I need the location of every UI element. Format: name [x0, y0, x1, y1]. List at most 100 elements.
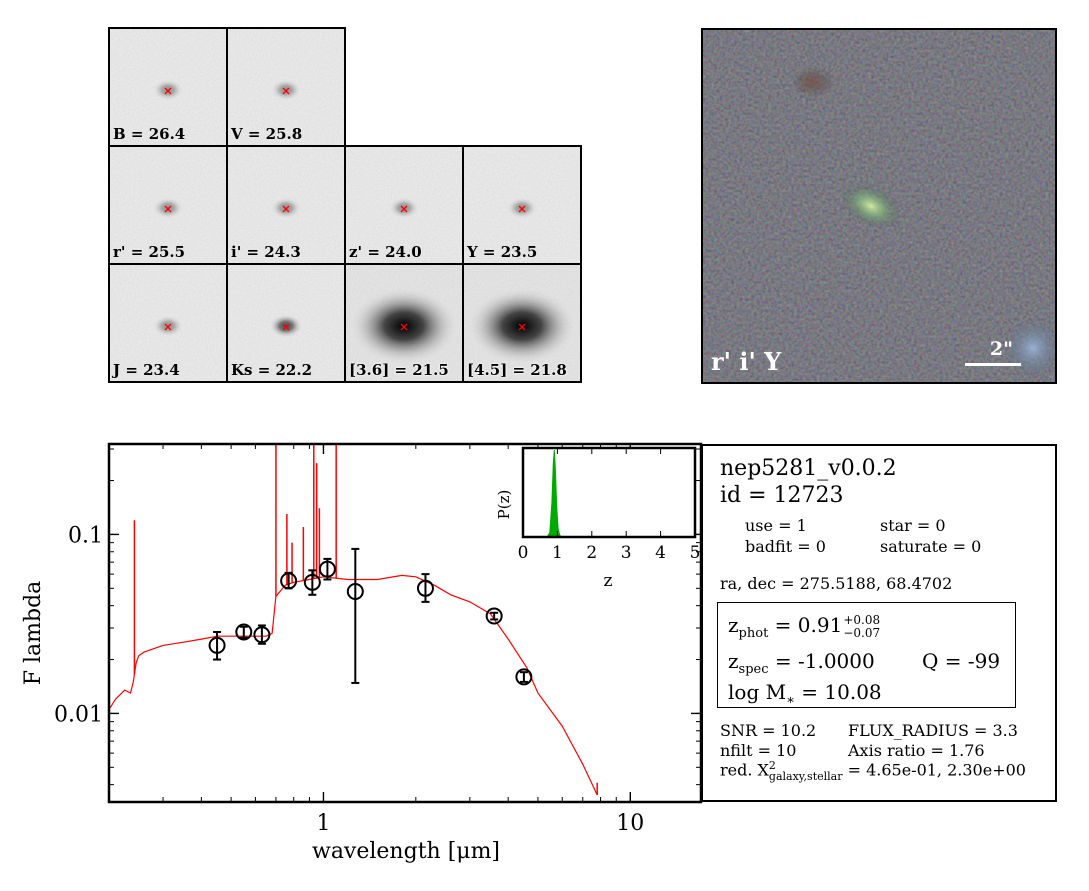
catalog-name: nep5281_v0.0.2	[720, 456, 897, 481]
pz-inset-chart: 0 1 2 3 4 5 z P(z)	[495, 446, 701, 590]
chi-values: = 4.65e-01, 2.30e+00	[842, 760, 1026, 780]
pz-x-tick-label: 0	[518, 543, 529, 563]
flux-radius: FLUX_RADIUS = 3.3	[848, 721, 1018, 740]
stamp-magnitude-label: V = 25.8	[231, 125, 303, 143]
flux-marker	[515, 668, 533, 686]
scale-bar	[965, 363, 1021, 366]
use-flag: use = 1	[745, 516, 807, 535]
stamp-image	[110, 147, 226, 263]
quality-flag: Q = -99	[922, 649, 1001, 673]
object-id: id = 12723	[720, 483, 844, 508]
info-panel: nep5281_v0.0.2 id = 12723 use = 1 star =…	[701, 444, 1057, 802]
flux-marker	[235, 623, 253, 641]
flux-marker	[485, 607, 503, 625]
stamp-image	[110, 265, 226, 381]
target-marker	[518, 205, 526, 213]
stamp-magnitude-label: z' = 24.0	[349, 243, 422, 261]
stamp-image	[228, 147, 344, 263]
postage-stamp: B = 26.4	[108, 27, 228, 147]
pz-x-tick-label: 5	[690, 543, 701, 563]
photometry-point	[208, 631, 226, 661]
zphot-line: zphot = 0.91 +0.08 −0.07	[728, 613, 880, 641]
stamp-image	[346, 147, 462, 263]
zspec-symbol: z	[728, 649, 739, 673]
photometry-point	[253, 624, 271, 645]
flux-marker	[318, 560, 336, 578]
badfit-flag: badfit = 0	[745, 537, 826, 556]
stamp-magnitude-label: Ks = 22.2	[231, 361, 313, 379]
postage-stamp: J = 23.4	[108, 263, 228, 383]
pz-y-axis-label: P(z)	[495, 490, 513, 520]
target-marker	[164, 323, 172, 331]
source	[506, 196, 538, 220]
stamp-image	[228, 29, 344, 145]
zphot-err-down: −0.07	[843, 625, 881, 640]
source	[152, 314, 184, 338]
redshift-box: zphot = 0.91 +0.08 −0.07 zspec = -1.0000 Q…	[717, 602, 1016, 708]
target-marker	[164, 87, 172, 95]
photometry-point	[318, 557, 336, 581]
stamp-magnitude-label: Y = 23.5	[467, 243, 538, 261]
source	[269, 314, 303, 338]
photometry-point	[303, 569, 321, 596]
source	[270, 196, 302, 220]
source	[152, 196, 184, 220]
reduced-chi2: red. X 2 galaxy,stellar = 4.65e-01, 2.30e+…	[720, 760, 1026, 782]
zspec-line: zspec = -1.0000	[728, 649, 875, 677]
source	[270, 78, 302, 102]
target-marker	[400, 323, 408, 331]
postage-stamp: Ks = 22.2	[226, 263, 346, 383]
target-marker	[400, 205, 408, 213]
pz-x-tick-label: 4	[655, 543, 666, 563]
snr: SNR = 10.2	[720, 721, 817, 740]
y-tick-label: 0.1	[68, 523, 103, 548]
source	[152, 78, 184, 102]
zphot-value: = 0.91	[768, 613, 843, 637]
y-tick-label: 0.01	[54, 702, 103, 727]
chi-subscript: galaxy,stellar	[768, 770, 843, 783]
flux-marker	[208, 636, 226, 654]
stamp-magnitude-label: r' = 25.5	[113, 243, 186, 261]
photometry-point	[235, 623, 253, 641]
x-tick-label: 1	[316, 811, 330, 836]
pz-x-axis-label: z	[604, 571, 613, 590]
stamp-image	[346, 265, 462, 381]
flux-marker	[280, 572, 298, 590]
stamp-magnitude-label: J = 23.4	[113, 361, 180, 379]
postage-stamp: r' = 25.5	[108, 145, 228, 265]
photometry-point	[280, 571, 298, 590]
stamp-image	[228, 265, 344, 381]
zphot-symbol: z	[728, 613, 739, 637]
zphot-subscript: phot	[738, 626, 769, 641]
pz-x-tick-label: 2	[586, 543, 597, 563]
pz-x-tick-label: 1	[552, 543, 563, 563]
nfilt: nfilt = 10	[720, 741, 797, 760]
chi-prefix: red. X	[720, 760, 769, 780]
x-tick-label: 10	[616, 811, 644, 836]
logm-symbol: log M	[728, 680, 787, 704]
postage-stamp: [4.5] = 21.8	[462, 263, 582, 383]
stamp-magnitude-label: [4.5] = 21.8	[467, 361, 567, 379]
flux-marker	[416, 579, 434, 597]
postage-stamp: Y = 23.5	[462, 145, 582, 265]
chi-superscript: 2	[768, 759, 776, 772]
logm-subscript: ∗	[786, 693, 795, 708]
source	[466, 286, 578, 366]
inset-background	[523, 448, 695, 537]
flux-marker	[303, 573, 321, 591]
scale-bar-label: 2"	[989, 338, 1013, 360]
stamp-magnitude-label: B = 26.4	[113, 125, 186, 143]
color-composite-image: r' i' Y 2"	[701, 28, 1057, 384]
stamp-image	[464, 147, 580, 263]
flux-marker	[346, 582, 364, 600]
source	[348, 286, 460, 366]
flux-marker	[253, 626, 271, 644]
photometry-point	[515, 668, 533, 686]
zphot-errors: +0.08 −0.07	[843, 613, 881, 640]
photometry-point	[346, 547, 364, 684]
star-flag: star = 0	[880, 516, 946, 535]
source	[388, 196, 420, 220]
stamp-magnitude-label: i' = 24.3	[231, 243, 301, 261]
zspec-subscript: spec	[738, 662, 769, 677]
postage-stamp: V = 25.8	[226, 27, 346, 147]
